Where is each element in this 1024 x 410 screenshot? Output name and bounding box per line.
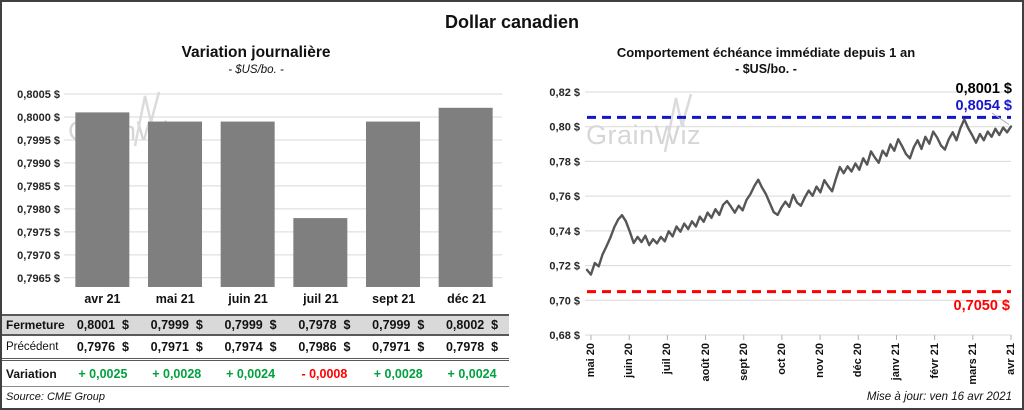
x-tick-label: août 20 (699, 343, 712, 382)
bar (220, 121, 275, 287)
table-row-fermeture: Fermeture 0,8001 $ 0,7999 $ 0,7999 $ 0,7… (2, 314, 509, 336)
y-tick-label: 0,8005 $ (17, 89, 60, 101)
bar-chart-category-row: avr 21 mai 21 juin 21 juil 21 sept 21 dé… (66, 292, 503, 306)
y-tick-label: 0,7995 $ (17, 135, 60, 147)
category-label: avr 21 (84, 292, 121, 306)
row-label: Précédent (6, 341, 59, 353)
fermeture-value: 0,8001 $ (76, 318, 129, 332)
precedent-value: 0,7978 $ (445, 340, 499, 354)
page-title: Dollar canadien (444, 12, 580, 32)
line-chart-subtitle: - $US/bo. - (735, 62, 797, 76)
bar (148, 121, 202, 287)
x-tick-label: nov 20 (814, 343, 827, 378)
fermeture-value: 0,7999 $ (372, 318, 425, 332)
y-tick-label: 0,7980 $ (17, 204, 60, 216)
label-leader-line (991, 112, 1010, 125)
y-tick-label: 0,7975 $ (17, 227, 60, 239)
y-tick-label: 0,80 $ (549, 122, 580, 134)
variation-value: + 0,0028 (373, 366, 423, 381)
x-tick-label: déc 20 (852, 343, 865, 378)
bar-chart-canvas: 0,8005 $ 0,8000 $ 0,7995 $ 0,7990 $ 0,7985 $… (17, 89, 502, 288)
y-tick-label: 0,68 $ (549, 330, 580, 342)
category-label: juin 21 (228, 292, 268, 306)
line-chart-title: Comportement échéance immédiate depuis 1… (616, 45, 916, 60)
y-tick-label: 0,76 $ (549, 191, 580, 203)
x-tick-label: oct 20 (775, 343, 788, 375)
summary-table: Fermeture 0,8001 $ 0,7999 $ 0,7999 $ 0,7… (2, 314, 509, 387)
updated-note: Mise à jour: ven 16 avr 2021 (866, 391, 1012, 403)
y-tick-label: 0,78 $ (549, 156, 580, 168)
variation-value: + 0,0025 (78, 366, 128, 381)
last-price-label: 0,8001 $ (955, 81, 1012, 97)
precedent-value: 0,7986 $ (298, 340, 351, 354)
y-tick-label: 0,70 $ (549, 295, 580, 307)
bar (293, 218, 348, 287)
x-tick-label: sept 20 (737, 343, 750, 381)
bar (75, 112, 130, 287)
precedent-value: 0,7971 $ (372, 340, 425, 354)
precedent-value: 0,7971 $ (150, 340, 203, 354)
variation-value: + 0,0024 (447, 366, 497, 381)
x-tick-label: juin 20 (623, 343, 636, 378)
x-tick-label: mai 20 (585, 343, 597, 378)
watermark-zigzag-icon (663, 93, 693, 153)
y-tick-label: 0,82 $ (549, 87, 580, 99)
row-label: Variation (6, 366, 57, 381)
watermark-zigzag-icon (133, 91, 161, 147)
category-label: sept 21 (372, 292, 416, 306)
variation-value: + 0,0028 (152, 366, 202, 381)
resistance-price-label: 0,8054 $ (955, 98, 1012, 114)
fermeture-value: 0,8002 $ (445, 318, 499, 332)
variation-value: - 0,0008 (301, 366, 348, 381)
variation-value: + 0,0024 (226, 366, 276, 381)
fermeture-value: 0,7999 $ (150, 318, 203, 332)
bar (366, 121, 420, 287)
category-label: déc 21 (447, 292, 487, 306)
y-tick-label: 0,8000 $ (17, 112, 60, 124)
y-tick-label: 0,7970 $ (17, 250, 60, 262)
support-price-label: 0,7050 $ (953, 298, 1010, 314)
watermark-right: GrainWiz (586, 93, 701, 153)
x-tick-label: juil 20 (661, 343, 674, 375)
y-tick-label: 0,74 $ (549, 226, 580, 238)
y-tick-label: 0,7990 $ (17, 158, 60, 170)
precedent-value: 0,7974 $ (224, 340, 277, 354)
category-label: juil 21 (303, 292, 339, 306)
table-row-precedent: Précédent 0,7976 $ 0,7971 $ 0,7974 $ 0,7… (2, 336, 509, 361)
bar-chart-title: Variation journalière (181, 44, 331, 61)
fermeture-value: 0,7999 $ (224, 318, 277, 332)
precedent-value: 0,7976 $ (76, 340, 129, 354)
category-label: mai 21 (155, 292, 195, 306)
y-tick-label: 0,72 $ (549, 261, 580, 273)
bar-chart-subtitle: - $US/bo. - (228, 64, 284, 76)
price-series-line (585, 118, 1013, 276)
y-tick-label: 0,7985 $ (17, 181, 60, 193)
y-tick-label: 0,7965 $ (17, 273, 60, 285)
fermeture-value: 0,7978 $ (298, 318, 351, 332)
source-note: Source: CME Group (6, 391, 106, 403)
row-label: Fermeture (6, 318, 65, 332)
line-chart-canvas: 0,82 $ 0,80 $ 0,78 $ 0,76 $ 0,74 $ 0,72 $ 0,70… (549, 87, 1013, 342)
bar (438, 107, 493, 288)
table-row-variation: Variation + 0,0025 + 0,0028 + 0,0024 - 0… (2, 361, 509, 387)
